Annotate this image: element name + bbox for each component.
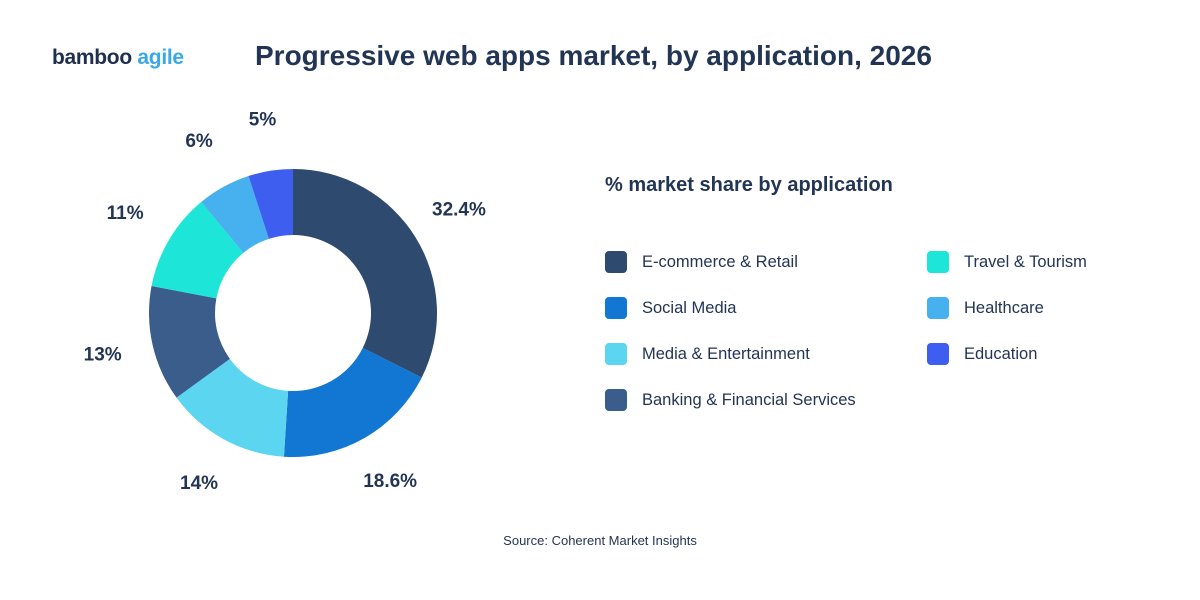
chart-legend: E-commerce & Retail Social Media Media & E…	[605, 250, 1165, 450]
legend-item: Media & Entertainment	[605, 342, 810, 366]
legend-label: Social Media	[642, 298, 737, 317]
legend-item: Banking & Financial Services	[605, 388, 856, 412]
donut-slice	[293, 169, 437, 378]
brand-logo: bamboo agile	[52, 46, 184, 70]
brand-logo-part1: bamboo	[52, 46, 132, 69]
legend-label: E-commerce & Retail	[642, 252, 798, 271]
source-note: Source: Coherent Market Insights	[503, 533, 697, 548]
donut-slice	[176, 358, 289, 457]
donut-slice	[148, 286, 230, 398]
slice-value-label: 32.4%	[432, 200, 486, 221]
legend-item: Healthcare	[927, 296, 1044, 320]
legend-label: Media & Entertainment	[642, 344, 810, 363]
legend-item: E-commerce & Retail	[605, 250, 798, 274]
donut-slice	[151, 202, 244, 299]
slice-value-label: 11%	[107, 203, 144, 224]
slice-value-label: 5%	[249, 109, 277, 130]
legend-label: Travel & Tourism	[964, 252, 1087, 271]
donut-slice	[248, 169, 293, 239]
donut-slice	[201, 176, 269, 253]
slice-value-label: 13%	[84, 345, 122, 366]
legend-label: Education	[964, 344, 1038, 363]
legend-swatch	[605, 343, 627, 365]
legend-swatch	[605, 389, 627, 411]
legend-swatch	[927, 343, 949, 365]
legend-swatch	[927, 251, 949, 273]
legend-swatch	[605, 251, 627, 273]
donut-slice	[283, 347, 422, 458]
legend-title: % market share by application	[605, 174, 893, 196]
legend-label: Banking & Financial Services	[642, 390, 856, 409]
slice-value-label: 6%	[185, 131, 213, 152]
legend-item: Travel & Tourism	[927, 250, 1087, 274]
slice-value-label: 14%	[180, 473, 218, 494]
chart-title: Progressive web apps market, by applicat…	[255, 40, 932, 71]
slice-value-label: 18.6%	[363, 471, 417, 492]
legend-item: Education	[927, 342, 1037, 366]
brand-logo-part2: agile	[137, 46, 184, 69]
legend-swatch	[927, 297, 949, 319]
legend-label: Healthcare	[964, 298, 1044, 317]
legend-item: Social Media	[605, 296, 736, 320]
legend-swatch	[605, 297, 627, 319]
